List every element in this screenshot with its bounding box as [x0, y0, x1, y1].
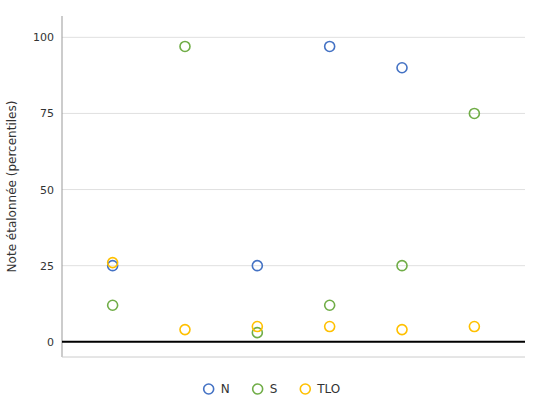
- point: [180, 325, 190, 335]
- point: [325, 300, 335, 310]
- series: [108, 41, 407, 270]
- y-tick-label: 25: [40, 260, 54, 273]
- y-tick-label: 50: [40, 184, 54, 197]
- grid: [62, 37, 525, 341]
- grid-line: [62, 265, 525, 266]
- point: [108, 258, 118, 268]
- point: [252, 261, 262, 271]
- legend-item: TLO: [300, 382, 340, 396]
- point: [469, 108, 479, 118]
- point: [108, 300, 118, 310]
- point: [397, 63, 407, 73]
- point: [180, 41, 190, 51]
- legend-item: S: [253, 382, 278, 396]
- chart-container: 0 25 50 75 100 Note étalonnée (percentiles) N S…: [0, 0, 543, 409]
- grid-line: [62, 37, 525, 38]
- point: [252, 322, 262, 332]
- grid-line: [62, 189, 525, 190]
- y-tick-label: 0: [47, 336, 54, 349]
- legend-label: TLO: [316, 382, 340, 396]
- y-tick-label: 75: [40, 107, 54, 120]
- grid-line: [62, 341, 525, 342]
- legend-marker: [253, 384, 263, 394]
- point: [469, 322, 479, 332]
- points: [108, 41, 480, 337]
- y-tick-label: 100: [33, 31, 54, 44]
- legend-label: N: [221, 382, 230, 396]
- legend-marker: [300, 384, 310, 394]
- series: [108, 258, 480, 335]
- point: [397, 261, 407, 271]
- grid-line: [62, 113, 525, 114]
- point: [325, 41, 335, 51]
- baseline: [62, 341, 525, 343]
- y-axis-label: Note étalonnée (percentiles): [5, 101, 19, 273]
- series: [108, 41, 480, 337]
- legend-marker: [204, 384, 214, 394]
- legend-item: N: [204, 382, 230, 396]
- y-axis-line: [62, 16, 63, 357]
- chart: 0 25 50 75 100 Note étalonnée (percentiles) N S…: [0, 0, 543, 409]
- legend: N S TLO: [204, 382, 341, 396]
- point: [325, 322, 335, 332]
- legend-label: S: [270, 382, 278, 396]
- point: [397, 325, 407, 335]
- x-axis-line: [62, 357, 525, 358]
